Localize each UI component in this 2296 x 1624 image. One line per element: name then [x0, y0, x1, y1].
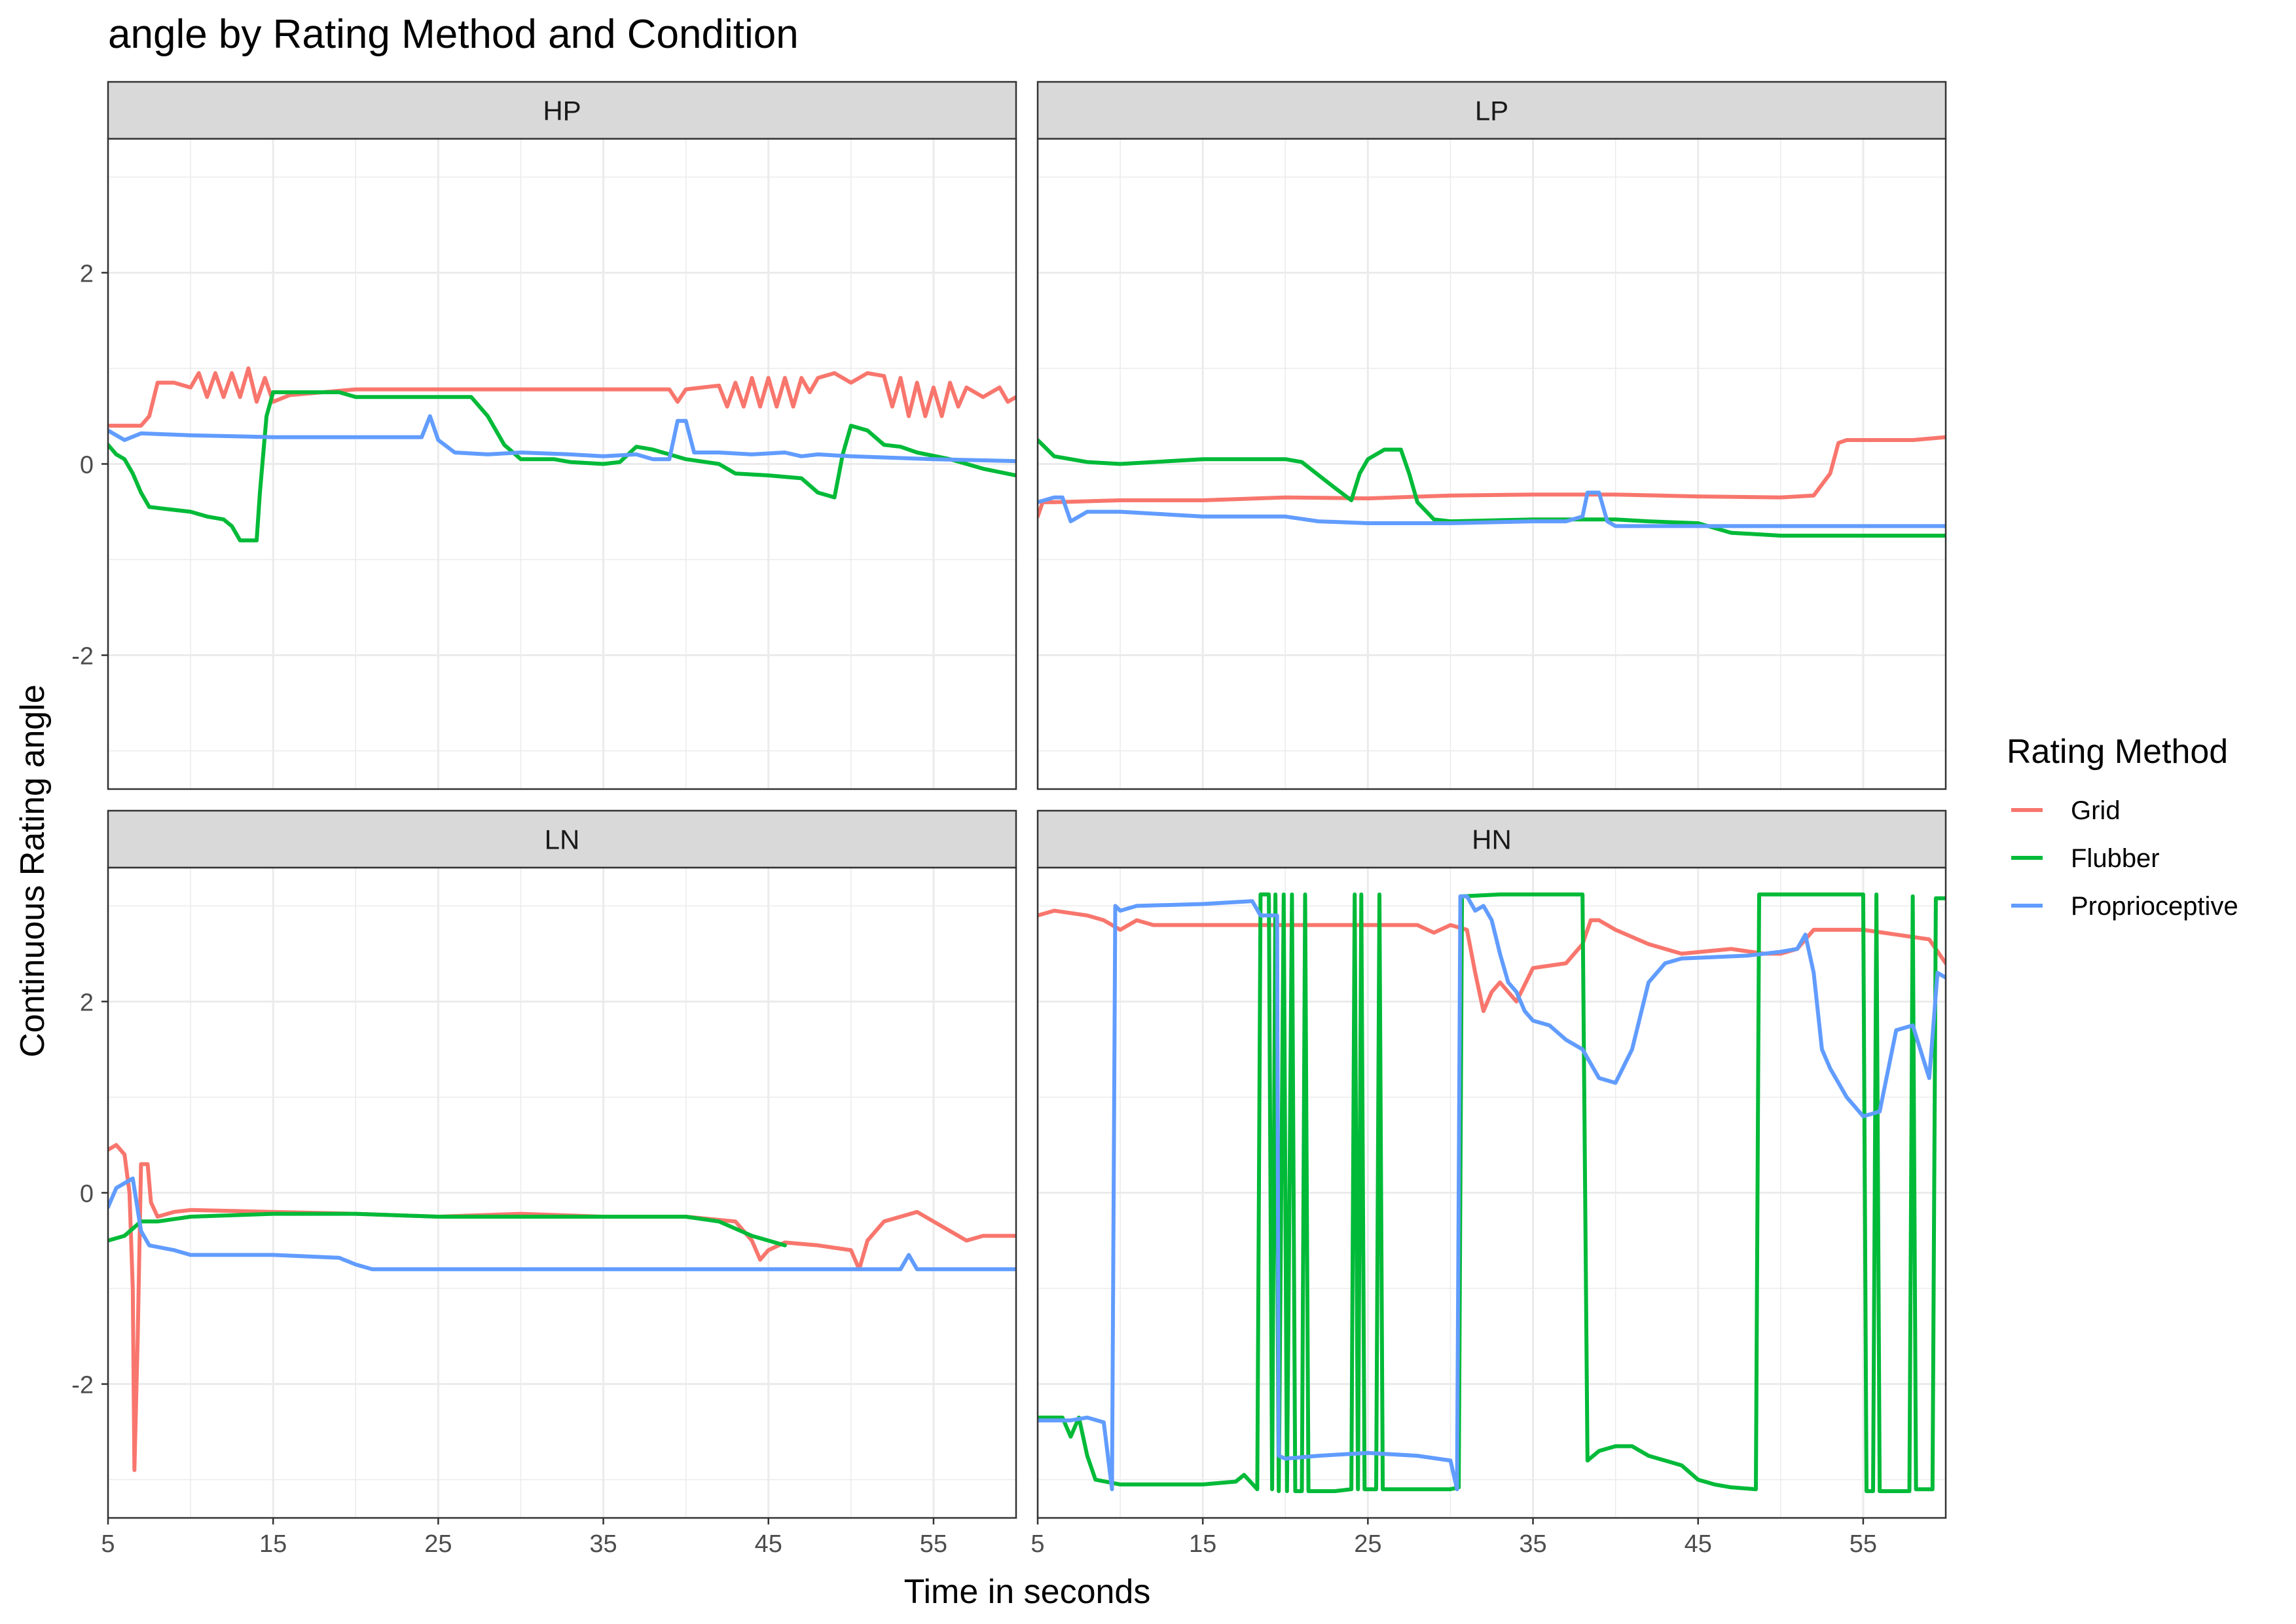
- panel-hp: HP -2 0 2: [71, 81, 1017, 790]
- y-tick-label: -2: [71, 1372, 94, 1399]
- chart-title: angle by Rating Method and Condition: [108, 12, 799, 57]
- series-line-grid: [108, 366, 1016, 428]
- x-tick-label: 55: [920, 1530, 947, 1558]
- legend-label: Proprioceptive: [2071, 892, 2238, 921]
- x-tick-label: 25: [1354, 1530, 1381, 1558]
- y-tick-label: 0: [80, 452, 94, 479]
- x-tick-label: 15: [259, 1530, 287, 1558]
- legend-items: Grid Flubber Proprioceptive: [2011, 796, 2238, 921]
- legend-item-grid: Grid: [2011, 796, 2121, 825]
- panel-lp: LP: [1036, 81, 1947, 790]
- facet-strip: [107, 809, 1017, 869]
- y-axis-label: Continuous Rating angle: [14, 684, 52, 1058]
- panel-border: [1036, 866, 1947, 1519]
- series-line-flubber: [108, 1211, 787, 1247]
- legend-item-flubber: Flubber: [2011, 844, 2160, 873]
- facet-strip-label: HN: [1472, 824, 1512, 855]
- x-tick-label: 5: [1030, 1530, 1044, 1558]
- facet-strip-label: LN: [545, 824, 580, 855]
- facet-strip: [107, 81, 1017, 140]
- x-tick-label: 45: [1685, 1530, 1712, 1558]
- x-tick-label: 25: [424, 1530, 452, 1558]
- facet-strip-label: LP: [1475, 96, 1508, 126]
- series-line-proprioceptive: [1038, 894, 1946, 1492]
- legend-label: Flubber: [2071, 844, 2160, 873]
- panel-border: [1036, 138, 1947, 790]
- series-line-flubber: [1038, 438, 1946, 538]
- x-tick-label: 45: [755, 1530, 782, 1558]
- panel-hn: HN 5 15 25 35 45 55: [1030, 809, 1947, 1558]
- x-tick-label: 35: [589, 1530, 617, 1558]
- y-tick-label: -2: [71, 643, 94, 671]
- legend-item-proprioceptive: Proprioceptive: [2011, 892, 2238, 921]
- facet-strip: [1036, 809, 1947, 869]
- series-line-proprioceptive: [108, 414, 1016, 464]
- series-line-proprioceptive: [1038, 490, 1946, 528]
- facet-strip-label: HP: [543, 96, 581, 126]
- x-tick-label: 35: [1519, 1530, 1546, 1558]
- series-line-flubber: [1038, 892, 1946, 1494]
- legend: Rating Method Grid Flubber Proprioceptive: [2007, 733, 2238, 921]
- legend-label: Grid: [2071, 796, 2121, 825]
- y-tick-label: 2: [80, 260, 94, 287]
- y-tick-label: 2: [80, 989, 94, 1016]
- x-tick-label: 15: [1189, 1530, 1216, 1558]
- series-line-flubber: [108, 390, 1016, 543]
- legend-title: Rating Method: [2007, 733, 2228, 771]
- y-tick-label: 0: [80, 1181, 94, 1208]
- x-tick-label: 5: [101, 1530, 115, 1558]
- facet-strip: [1036, 81, 1947, 140]
- x-tick-label: 55: [1850, 1530, 1877, 1558]
- series-line-proprioceptive: [108, 1176, 1016, 1272]
- series-line-grid: [1038, 435, 1946, 519]
- x-axis-label: Time in seconds: [904, 1573, 1151, 1611]
